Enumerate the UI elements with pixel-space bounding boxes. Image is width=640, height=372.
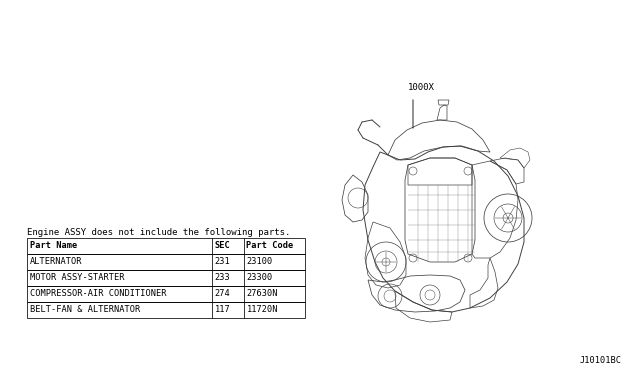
Text: 233: 233 (214, 273, 230, 282)
Bar (27, 302, 305, 318)
Bar (27, 270, 305, 286)
Text: SEC: SEC (214, 241, 230, 250)
Text: 231: 231 (214, 257, 230, 266)
Text: Engine ASSY does not include the following parts.: Engine ASSY does not include the followi… (27, 228, 291, 237)
Text: 1000X: 1000X (408, 83, 435, 93)
Text: Part Name: Part Name (29, 241, 77, 250)
Bar (27, 238, 305, 254)
Text: J10101BC: J10101BC (580, 356, 622, 365)
Text: ALTERNATOR: ALTERNATOR (29, 257, 82, 266)
Bar (27, 254, 305, 270)
Text: 117: 117 (214, 305, 230, 314)
Text: Part Code: Part Code (246, 241, 294, 250)
Text: 23300: 23300 (246, 273, 273, 282)
Bar (27, 286, 305, 302)
Text: 23100: 23100 (246, 257, 273, 266)
Text: 11720N: 11720N (246, 305, 278, 314)
Text: COMPRESSOR-AIR CONDITIONER: COMPRESSOR-AIR CONDITIONER (29, 289, 166, 298)
Text: MOTOR ASSY-STARTER: MOTOR ASSY-STARTER (29, 273, 124, 282)
Text: 27630N: 27630N (246, 289, 278, 298)
Text: 274: 274 (214, 289, 230, 298)
Text: BELT-FAN & ALTERNATOR: BELT-FAN & ALTERNATOR (29, 305, 140, 314)
